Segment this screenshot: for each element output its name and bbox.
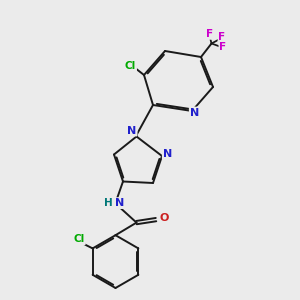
Text: F: F bbox=[218, 32, 226, 42]
Text: N: N bbox=[128, 125, 136, 136]
Text: H: H bbox=[104, 198, 113, 208]
Text: F: F bbox=[206, 29, 214, 39]
Text: Cl: Cl bbox=[125, 61, 136, 71]
Text: F: F bbox=[219, 42, 226, 52]
Text: N: N bbox=[116, 198, 124, 208]
Text: N: N bbox=[190, 107, 199, 118]
Text: N: N bbox=[163, 148, 172, 159]
Text: Cl: Cl bbox=[74, 234, 85, 244]
Text: O: O bbox=[160, 213, 169, 223]
